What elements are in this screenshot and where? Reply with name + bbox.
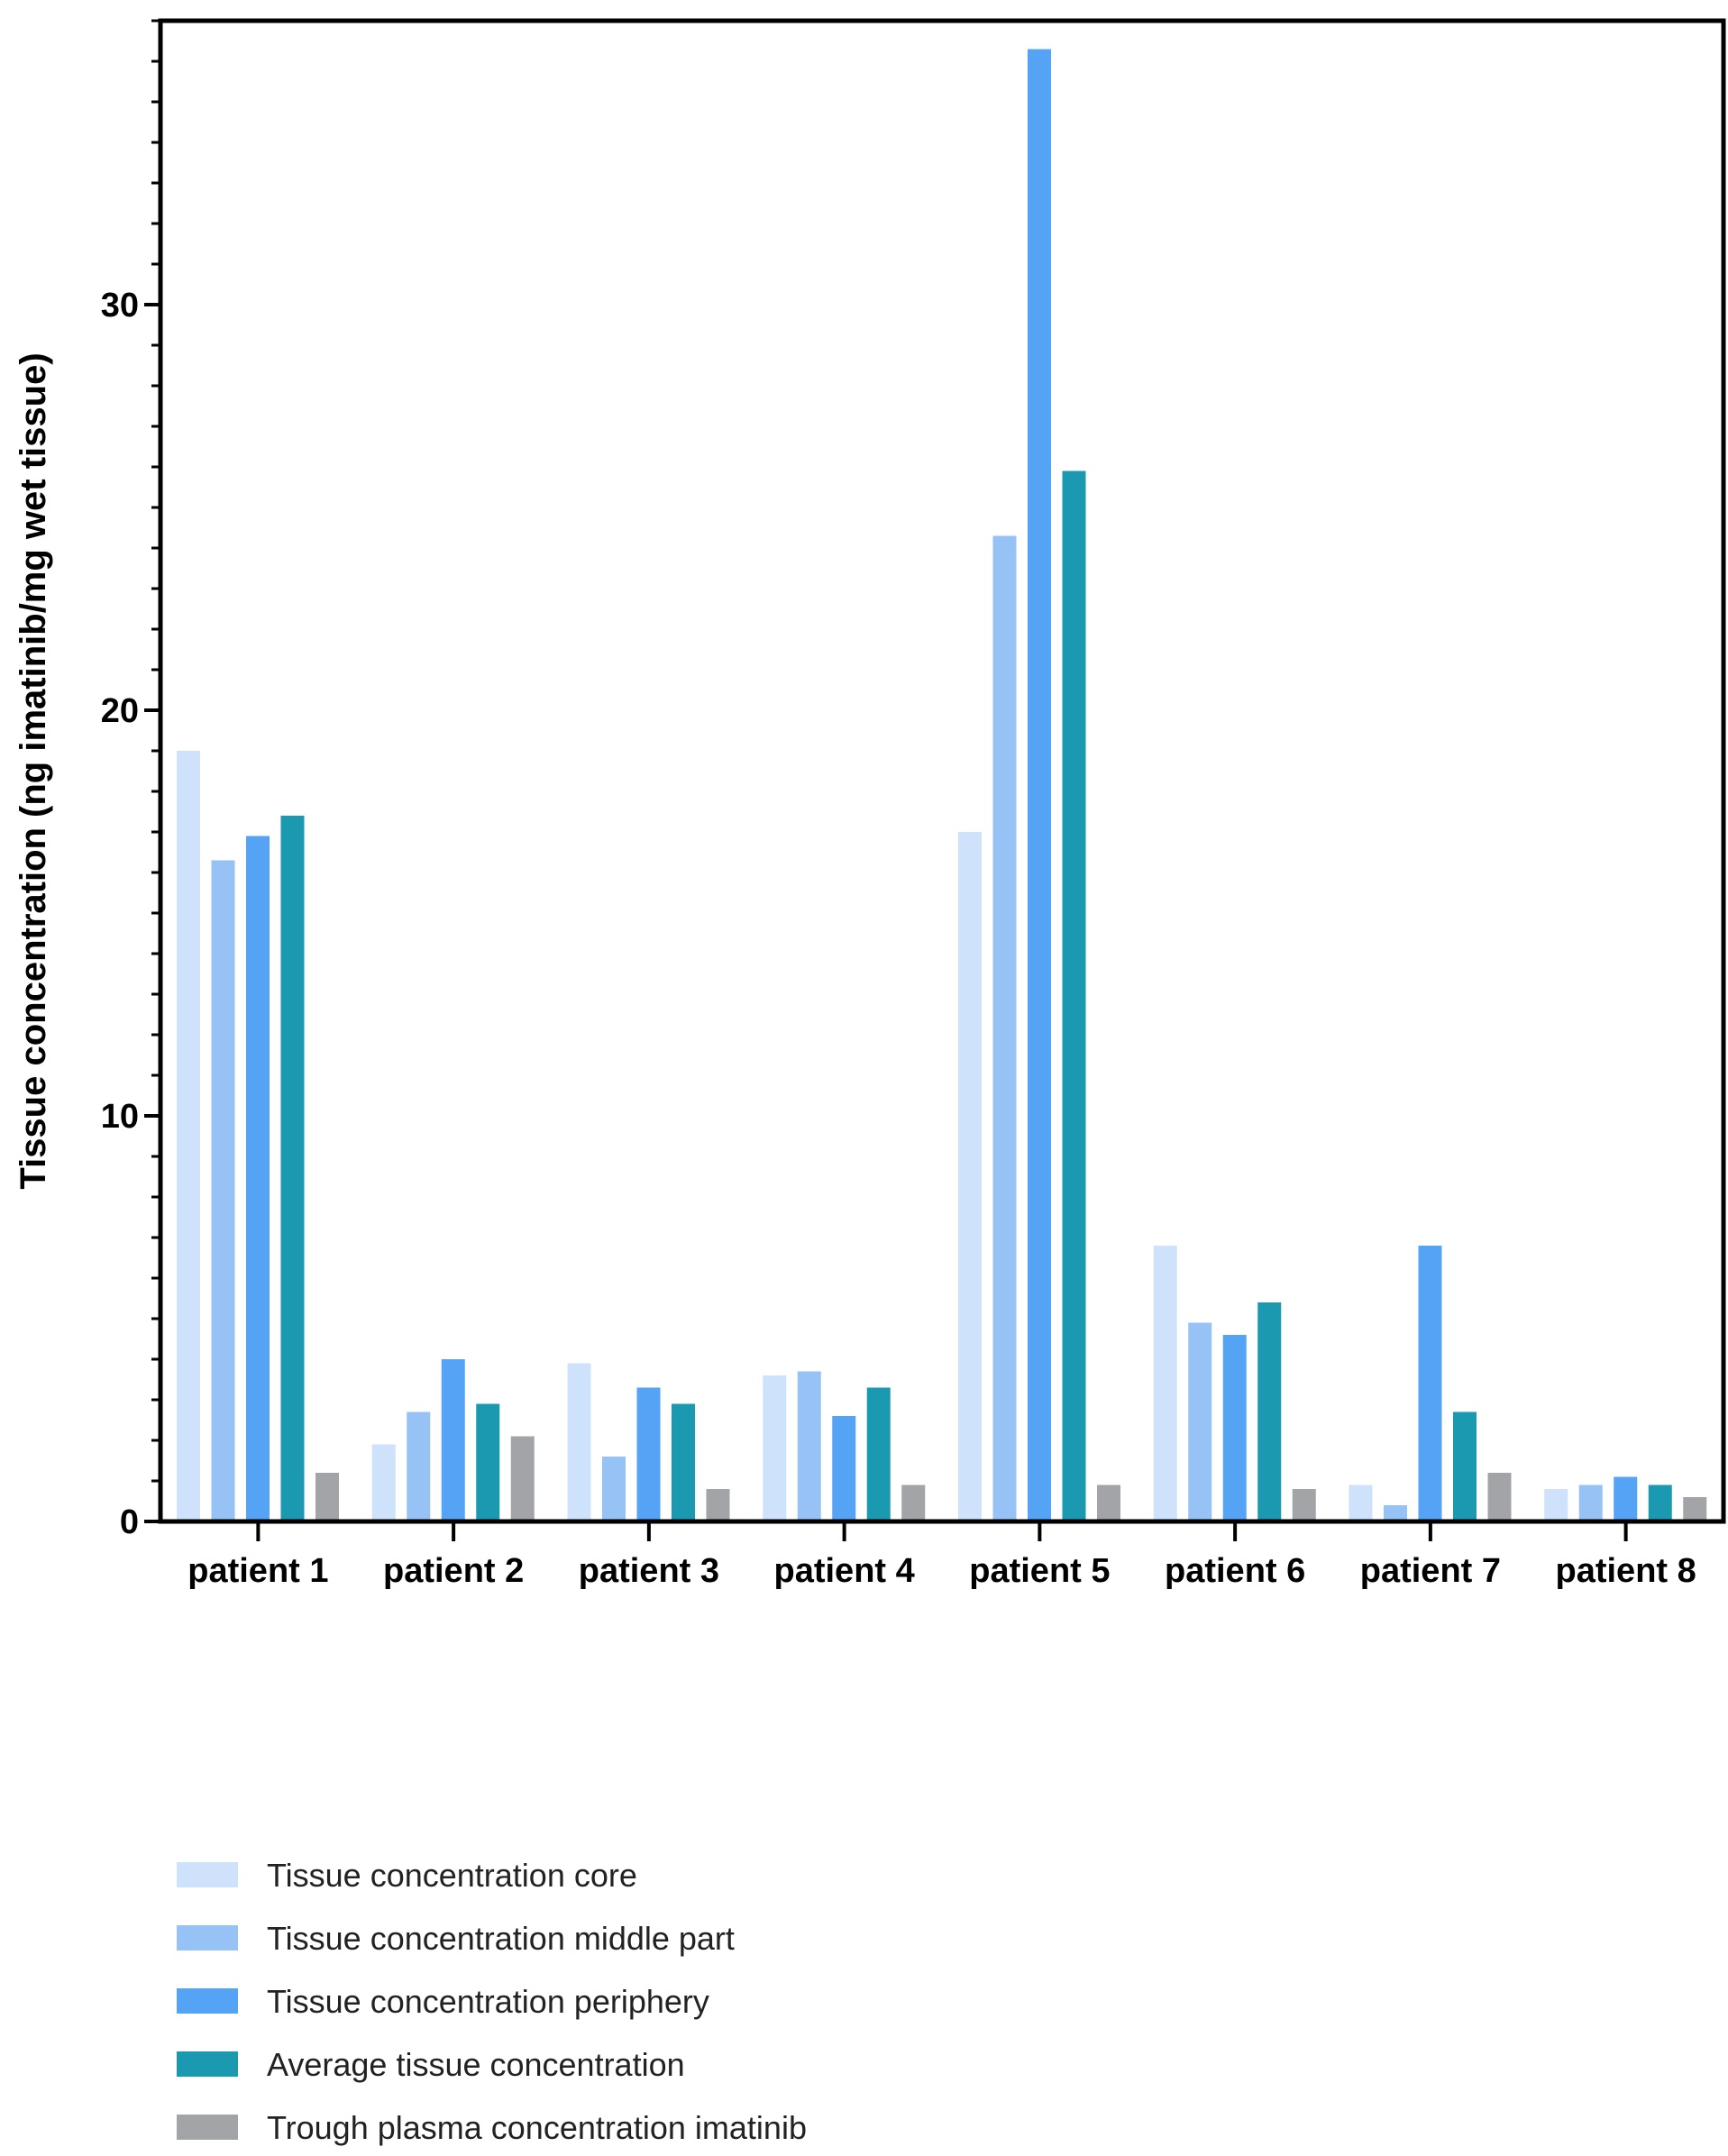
bar-3-4 [672, 1403, 695, 1521]
bar-4-5 [901, 1485, 926, 1521]
bar-2-3 [441, 1359, 465, 1521]
bar-3-1 [567, 1363, 591, 1521]
bar-7-3 [1418, 1246, 1442, 1521]
legend-label-4: Average tissue concentration [267, 2046, 685, 2083]
y-ticks: 0 10 20 30 [101, 19, 160, 1541]
x-tick-label: patient 4 [774, 1552, 915, 1590]
bar-3-3 [636, 1387, 661, 1521]
bar-5-3 [1028, 49, 1051, 1521]
x-tick-label: patient 3 [579, 1552, 719, 1590]
legend: Tissue concentration core Tissue concentr… [177, 1857, 807, 2146]
y-tick-label: 10 [101, 1098, 139, 1136]
legend-swatch-3 [177, 1988, 238, 2014]
x-tick-label: patient 7 [1360, 1552, 1501, 1590]
bar-group [177, 49, 1707, 1521]
x-tick-label: patient 6 [1165, 1552, 1305, 1590]
bar-1-1 [177, 751, 200, 1521]
bar-6-4 [1257, 1302, 1282, 1521]
bar-3-2 [602, 1457, 626, 1521]
x-tick-label: patient 8 [1556, 1552, 1696, 1590]
legend-label-2: Tissue concentration middle part [267, 1920, 735, 1957]
bar-7-2 [1384, 1505, 1407, 1521]
x-tick-label: patient 1 [187, 1552, 328, 1590]
bar-8-1 [1544, 1489, 1568, 1521]
bar-8-5 [1683, 1497, 1707, 1521]
bar-4-1 [763, 1375, 787, 1521]
bar-6-3 [1222, 1335, 1247, 1521]
bar-4-4 [866, 1387, 891, 1521]
bar-2-1 [371, 1444, 396, 1521]
bar-3-5 [706, 1489, 730, 1521]
x-categories: patient 1 patient 2 patient 3 patient 4 pati… [187, 1521, 1696, 1590]
plot-frame [158, 18, 1726, 1524]
bar-5-4 [1062, 470, 1086, 1521]
bar-2-2 [407, 1411, 431, 1521]
bar-2-5 [510, 1436, 535, 1521]
bar-8-2 [1578, 1485, 1603, 1521]
bar-5-2 [992, 535, 1017, 1521]
legend-label-5: Trough plasma concentration imatinib [267, 2109, 807, 2146]
legend-swatch-5 [177, 2115, 238, 2140]
bar-1-2 [211, 860, 235, 1521]
bar-6-2 [1188, 1322, 1212, 1521]
x-tick-label: patient 2 [383, 1552, 524, 1590]
y-tick-label: 30 [101, 287, 139, 324]
bar-6-1 [1153, 1246, 1177, 1521]
bar-4-2 [797, 1371, 821, 1521]
bar-1-4 [280, 816, 305, 1521]
bar-7-1 [1349, 1485, 1373, 1521]
legend-swatch-2 [177, 1925, 238, 1950]
y-tick-label: 0 [120, 1503, 139, 1541]
bar-1-5 [315, 1473, 339, 1521]
bar-4-3 [832, 1416, 856, 1521]
bar-7-4 [1453, 1411, 1477, 1521]
bar-5-1 [958, 832, 982, 1521]
bar-2-4 [476, 1403, 500, 1521]
bar-1-3 [246, 836, 270, 1521]
x-tick-label: patient 5 [969, 1552, 1110, 1590]
legend-label-1: Tissue concentration core [267, 1857, 637, 1894]
bar-6-5 [1292, 1489, 1316, 1521]
bar-8-3 [1614, 1476, 1638, 1521]
bar-5-5 [1097, 1485, 1120, 1521]
bar-7-5 [1487, 1473, 1512, 1521]
y-axis-label: Tissue concentration (ng imatinib/mg wet… [14, 352, 53, 1189]
axes [158, 18, 1726, 1524]
legend-swatch-1 [177, 1862, 238, 1887]
legend-swatch-4 [177, 2051, 238, 2077]
legend-label-3: Tissue concentration periphery [267, 1983, 709, 2020]
bar-8-4 [1648, 1485, 1672, 1521]
y-tick-label: 20 [101, 692, 139, 730]
